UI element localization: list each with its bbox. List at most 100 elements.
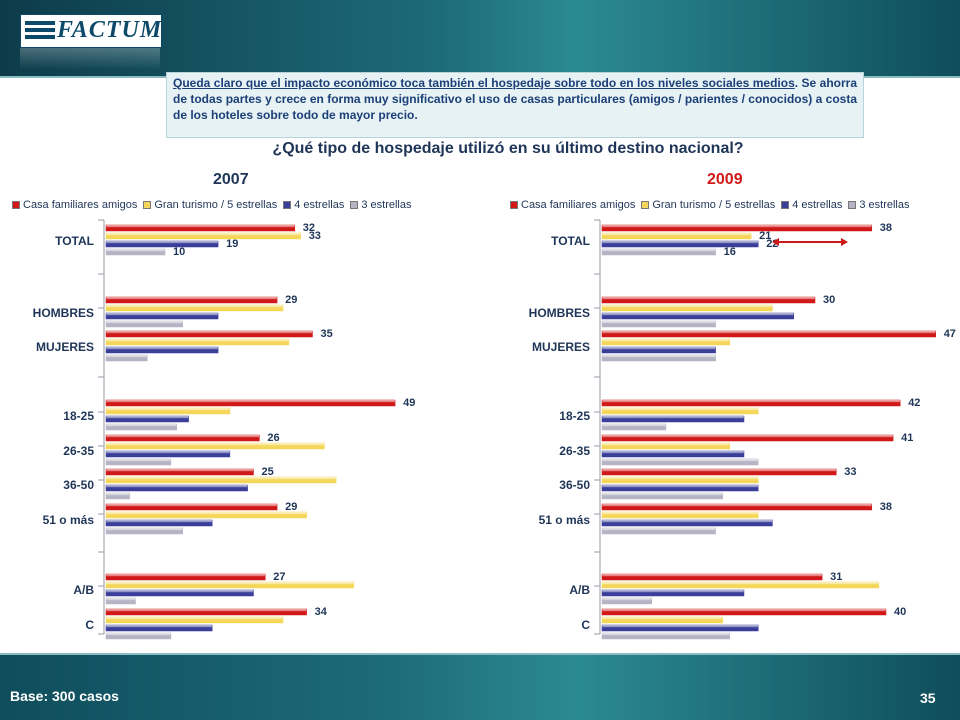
bar-red	[601, 330, 936, 338]
bar-yellow	[601, 511, 759, 519]
bar-gray	[105, 527, 183, 535]
category-label: TOTAL	[551, 234, 590, 248]
bar-gray	[601, 248, 716, 256]
legend-label: Casa familiares amigos	[521, 199, 636, 211]
bar-blue	[601, 415, 745, 423]
bar-red	[601, 224, 873, 232]
bar-blue	[105, 240, 219, 248]
bar-yellow	[105, 511, 307, 519]
data-label: 38	[880, 501, 892, 513]
chart-question: ¿Qué tipo de hospedaje utilizó en su últ…	[272, 140, 744, 157]
bar-gray	[601, 423, 667, 431]
bar-blue	[105, 484, 248, 492]
bar-gray	[601, 632, 731, 640]
page-number: 35	[920, 690, 936, 706]
bar-gray	[601, 597, 652, 605]
legend-label: 4 estrellas	[792, 199, 843, 211]
bar-blue	[105, 346, 219, 354]
legend-item: Gran turismo / 5 estrellas	[143, 199, 277, 211]
insight-note: Queda claro que el impacto económico toc…	[166, 72, 864, 138]
bar-blue	[601, 240, 759, 248]
legend-swatch-red	[510, 201, 518, 209]
bar-yellow	[105, 476, 337, 484]
bar-gray	[601, 492, 723, 500]
data-label: 38	[880, 222, 892, 234]
bar-blue	[105, 450, 231, 458]
bar-yellow	[105, 407, 231, 415]
bar-yellow	[601, 616, 723, 624]
legend-label: 3 estrellas	[361, 199, 412, 211]
data-label: 32	[303, 222, 315, 234]
bar-gray	[105, 320, 183, 328]
footer-divider	[0, 653, 960, 655]
legend-item: Gran turismo / 5 estrellas	[641, 199, 775, 211]
bar-red	[105, 573, 266, 581]
bar-blue	[105, 624, 213, 632]
legend-swatch-yellow	[641, 201, 650, 209]
category-label: 51 o más	[539, 513, 591, 527]
legend-item: Casa familiares amigos	[12, 199, 137, 211]
bar-yellow	[105, 304, 284, 312]
bar-red	[105, 503, 278, 511]
bar-blue	[601, 346, 716, 354]
data-label: 41	[901, 432, 913, 444]
bar-yellow	[601, 232, 752, 240]
bar-chart-2009: TOTAL38212216HOMBRES30MUJERES4718-254226…	[529, 219, 956, 640]
bar-gray	[105, 597, 136, 605]
data-label: 42	[908, 397, 920, 409]
change-arrow-head-left	[772, 238, 779, 246]
bar-red	[105, 330, 313, 338]
bar-red	[105, 608, 307, 616]
bar-red	[105, 399, 396, 407]
bar-blue	[601, 312, 794, 320]
data-label: 25	[262, 466, 274, 478]
bar-yellow	[105, 338, 290, 346]
bar-blue	[601, 450, 745, 458]
bar-blue	[601, 589, 745, 597]
legend-swatch-gray	[848, 201, 857, 209]
bar-blue	[105, 589, 254, 597]
bar-yellow	[601, 442, 731, 450]
data-label: 29	[285, 294, 297, 306]
legend-2009: Casa familiares amigos Gran turismo / 5 …	[510, 198, 915, 212]
bar-yellow	[601, 476, 759, 484]
data-label: 34	[315, 606, 328, 618]
bar-blue	[601, 519, 773, 527]
bar-red	[601, 573, 823, 581]
category-label: C	[85, 618, 94, 632]
data-label: 31	[830, 571, 842, 583]
legend-swatch-yellow	[143, 201, 152, 209]
data-label: 30	[823, 294, 835, 306]
data-label: 49	[403, 397, 415, 409]
legend-item: 3 estrellas	[848, 199, 909, 211]
data-label: 29	[285, 501, 297, 513]
legend-item: Casa familiares amigos	[510, 199, 635, 211]
factum-logo: FACTUM	[20, 14, 162, 48]
bar-blue	[105, 415, 189, 423]
legend-2007: Casa familiares amigos Gran turismo / 5 …	[12, 198, 417, 212]
legend-label: Casa familiares amigos	[23, 199, 138, 211]
bar-yellow	[105, 616, 284, 624]
bar-red	[601, 468, 837, 476]
category-label: HOMBRES	[529, 306, 590, 320]
legend-item: 4 estrellas	[781, 199, 842, 211]
bar-red	[105, 224, 296, 232]
change-arrow-head-right	[841, 238, 848, 246]
category-label: A/B	[73, 583, 94, 597]
category-label: TOTAL	[55, 234, 94, 248]
bar-red	[601, 434, 894, 442]
bar-gray	[601, 354, 716, 362]
category-label: 18-25	[63, 409, 94, 423]
note-rest-text: . Se ahorra de todas partes y crece en f…	[173, 76, 857, 122]
logo-text: FACTUM	[57, 17, 163, 43]
bar-blue	[105, 312, 219, 320]
bar-yellow	[601, 407, 759, 415]
legend-swatch-blue	[781, 201, 790, 209]
year-2009-title: 2009	[707, 171, 743, 188]
data-label: 47	[944, 328, 956, 340]
category-label: MUJERES	[36, 340, 94, 354]
base-note: Base: 300 casos	[10, 688, 119, 704]
bar-gray	[105, 423, 178, 431]
category-label: HOMBRES	[33, 306, 94, 320]
